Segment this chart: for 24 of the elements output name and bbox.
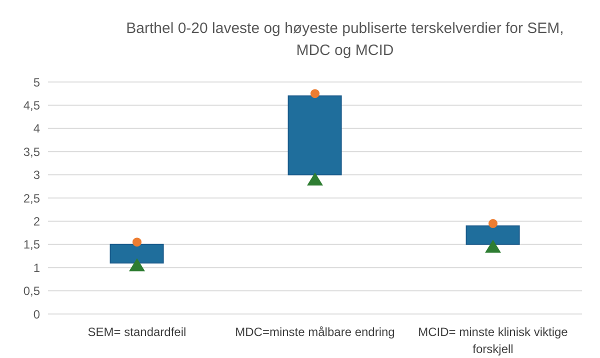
point xyxy=(132,238,142,247)
point xyxy=(485,240,501,253)
x-tick-label: MDC=minste målbare endring xyxy=(235,325,395,339)
y-tick-label: 5 xyxy=(33,75,40,90)
y-tick-label: 4 xyxy=(33,122,40,136)
y-tick-label: 3,5 xyxy=(23,144,40,159)
y-tick-label: 0 xyxy=(33,307,40,322)
point xyxy=(129,258,145,272)
bar xyxy=(288,95,342,176)
y-tick-label: 1,5 xyxy=(23,238,40,252)
point xyxy=(488,219,498,228)
x-tick-label: SEM= standardfeil xyxy=(88,325,186,339)
y-tick-label: 2 xyxy=(33,214,40,228)
bar xyxy=(466,225,520,245)
x-tick-label: MCID= minste klinisk viktige forskjell xyxy=(418,325,568,356)
bar xyxy=(110,244,164,264)
y-tick-label: 3 xyxy=(33,168,40,182)
y-tick-label: 4,5 xyxy=(23,98,40,112)
point xyxy=(310,89,320,98)
chart-title: Barthel 0-20 laveste og høyeste publiserte terskelverdier for SEM, MDC og MCID xyxy=(125,19,565,61)
point xyxy=(307,172,323,186)
y-tick-label: 1 xyxy=(33,260,40,275)
y-tick-label: 0,5 xyxy=(23,284,40,298)
y-tick-label: 2,5 xyxy=(23,191,40,206)
